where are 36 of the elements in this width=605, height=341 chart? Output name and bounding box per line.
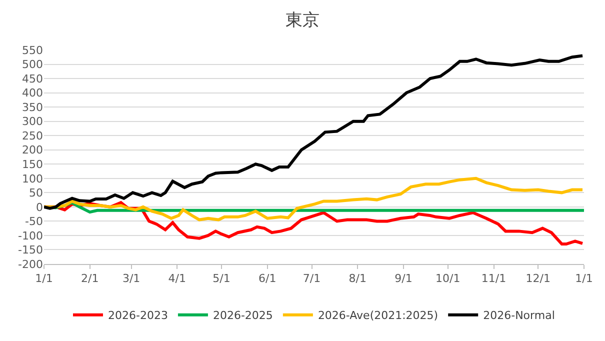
line-series: [44, 54, 584, 210]
y-tick-label: 0: [36, 200, 43, 214]
legend-label: 2026-Normal: [483, 309, 555, 322]
legend-label: 2026-2023: [108, 309, 168, 322]
legend-label: 2026-2025: [212, 309, 273, 322]
y-tick-label: 250: [22, 129, 43, 142]
y-tick-label: 400: [22, 86, 43, 100]
y-tick-label: -150: [18, 244, 43, 257]
y-tick-label: 500: [22, 58, 43, 72]
x-tick-label: 9/1: [394, 272, 412, 286]
x-tick-label: 7/1: [302, 272, 321, 286]
x-tick-label: 11/1: [481, 272, 506, 286]
y-tick-label: 50: [29, 186, 43, 200]
x-tick-label: 6/1: [258, 272, 276, 286]
x-tick-label: 5/1: [212, 272, 230, 286]
x-tick-label: 2/1: [81, 272, 99, 286]
y-tick-label: 150: [22, 158, 43, 171]
x-tick-label: 8/1: [348, 272, 366, 286]
y-tick-label: 550: [22, 44, 43, 57]
x-tick-label: 12/1: [526, 272, 550, 286]
chart-title: 東京: [286, 10, 320, 31]
y-tick-label: 100: [22, 172, 43, 186]
line-series: [44, 176, 584, 222]
x-tick-label: 10/1: [436, 272, 460, 286]
y-tick-label: 450: [22, 72, 43, 86]
x-tick-label: 1/1: [575, 272, 593, 286]
y-tick-label: -200: [18, 258, 43, 271]
y-tick-label: 350: [22, 100, 43, 114]
y-tick-label: -100: [18, 229, 43, 242]
legend-label: 2026-Ave(2021:2025): [318, 309, 438, 322]
x-tick-label: 1/1: [35, 272, 53, 286]
y-tick-label: 300: [22, 115, 43, 128]
x-tick-label: 4/1: [168, 272, 186, 286]
y-tick-label: -50: [25, 215, 43, 228]
x-tick-label: 3/1: [122, 272, 140, 286]
y-tick-label: 200: [22, 144, 43, 157]
